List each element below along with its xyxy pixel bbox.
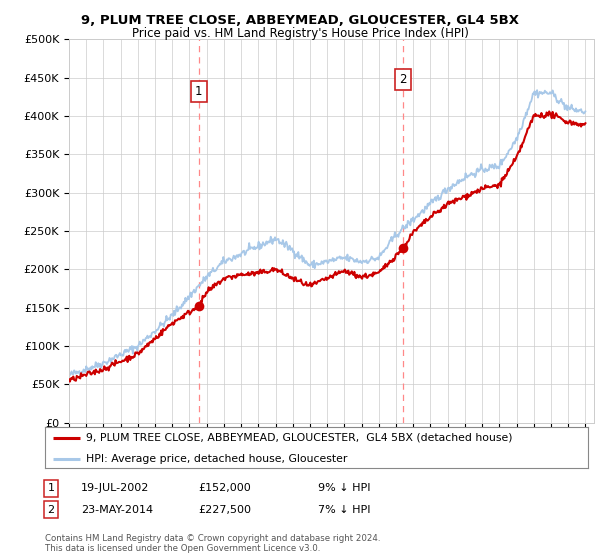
Text: £152,000: £152,000: [198, 483, 251, 493]
Text: 1: 1: [195, 85, 203, 98]
Text: 7% ↓ HPI: 7% ↓ HPI: [318, 505, 371, 515]
Text: 1: 1: [47, 483, 55, 493]
Text: 9, PLUM TREE CLOSE, ABBEYMEAD, GLOUCESTER, GL4 5BX: 9, PLUM TREE CLOSE, ABBEYMEAD, GLOUCESTE…: [81, 14, 519, 27]
Text: 9% ↓ HPI: 9% ↓ HPI: [318, 483, 371, 493]
Text: 19-JUL-2002: 19-JUL-2002: [81, 483, 149, 493]
Text: £227,500: £227,500: [198, 505, 251, 515]
Text: 2: 2: [47, 505, 55, 515]
Text: 2: 2: [399, 73, 407, 86]
Text: Price paid vs. HM Land Registry's House Price Index (HPI): Price paid vs. HM Land Registry's House …: [131, 27, 469, 40]
Text: HPI: Average price, detached house, Gloucester: HPI: Average price, detached house, Glou…: [86, 454, 347, 464]
Text: Contains HM Land Registry data © Crown copyright and database right 2024.
This d: Contains HM Land Registry data © Crown c…: [45, 534, 380, 553]
Text: 9, PLUM TREE CLOSE, ABBEYMEAD, GLOUCESTER,  GL4 5BX (detached house): 9, PLUM TREE CLOSE, ABBEYMEAD, GLOUCESTE…: [86, 433, 512, 443]
Text: 23-MAY-2014: 23-MAY-2014: [81, 505, 153, 515]
